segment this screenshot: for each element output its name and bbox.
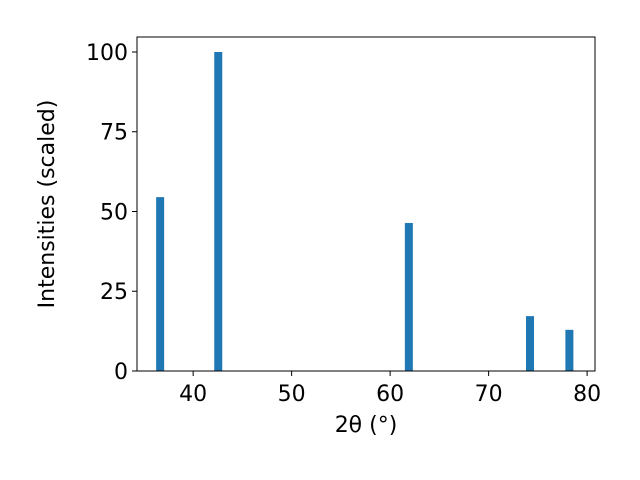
x-tick-label: 40 <box>179 382 207 407</box>
bar <box>404 222 413 371</box>
x-tick-label: 60 <box>376 382 404 407</box>
y-tick-label: 100 <box>86 41 128 66</box>
y-tick-label: 25 <box>100 280 128 305</box>
bar <box>214 51 223 371</box>
x-tick-label: 80 <box>573 382 601 407</box>
y-tick-label: 50 <box>100 200 128 225</box>
bar <box>525 316 534 371</box>
y-axis-label: Intensities (scaled) <box>35 100 60 309</box>
y-tick-label: 75 <box>100 121 128 146</box>
y-tick-label: 0 <box>114 360 128 385</box>
x-tick-label: 50 <box>278 382 306 407</box>
plot-frame <box>136 36 596 372</box>
x-tick-label: 70 <box>475 382 503 407</box>
bar <box>565 329 574 371</box>
x-axis-label: 2θ (°) <box>335 413 398 438</box>
bar <box>156 197 165 371</box>
